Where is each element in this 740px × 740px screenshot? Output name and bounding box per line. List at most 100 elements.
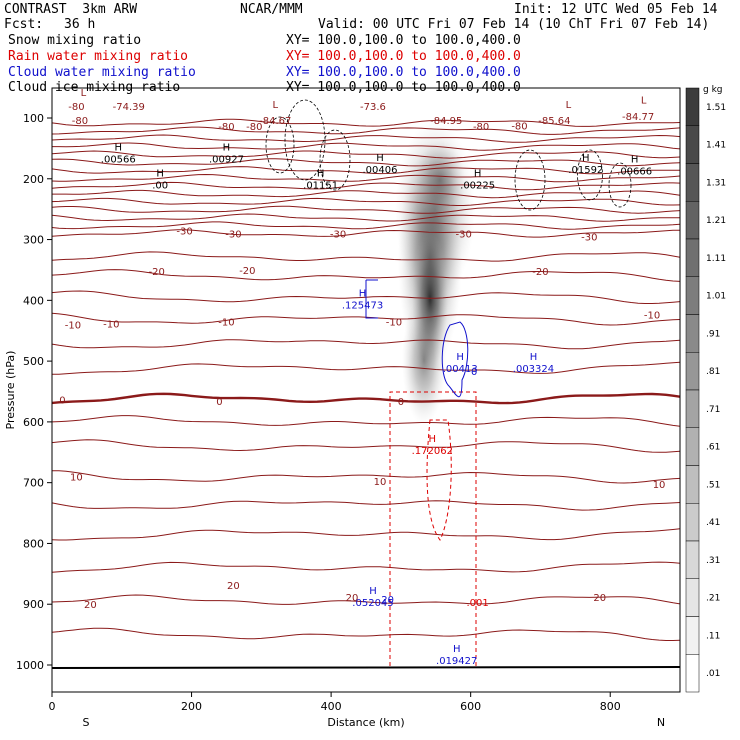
extremum-value: .01151: [303, 181, 338, 192]
x-axis-title: Distance (km): [327, 716, 404, 729]
colorbar-tick-label: .41: [706, 518, 720, 528]
colorbar-swatch: [685, 276, 700, 315]
legend-cloudwater: Cloud water mixing ratio: [8, 65, 196, 80]
colorbar-swatch: [685, 427, 700, 466]
temperature-label: -10: [644, 310, 660, 321]
colorbar-tick-label: 1.31: [706, 178, 726, 188]
extremum-mark: L: [566, 100, 572, 111]
extremum-value: .00666: [617, 167, 652, 178]
cloudice-contour: [284, 99, 326, 181]
temperature-contour-line: [52, 269, 680, 282]
colorbar-tick-label: 1.41: [706, 141, 726, 151]
x-tick-label: 400: [321, 700, 342, 713]
temperature-contour-line: [52, 197, 680, 206]
y-tick-label: 1000: [16, 659, 44, 672]
extremum-mark: H: [223, 142, 231, 153]
temperature-label: -10: [386, 318, 402, 329]
colorbar-swatch: [685, 578, 700, 617]
temperature-contour-line: [52, 142, 680, 151]
y-tick-label: 200: [23, 173, 44, 186]
colorbar-tick-label: .11: [706, 631, 720, 641]
extremum-mark: L: [272, 100, 278, 111]
temperature-label: -73.6: [360, 102, 386, 113]
colorbar-tick-label: 1.21: [706, 216, 726, 226]
y-tick-label: 100: [23, 112, 44, 125]
temperature-label: -30: [330, 229, 346, 240]
extremum-value: .00566: [101, 154, 136, 165]
extremum-mark: H: [453, 644, 461, 655]
extremum-mark: H: [631, 155, 639, 166]
temperature-contour-line: [52, 173, 680, 183]
extremum-value: .003324: [513, 364, 554, 375]
y-tick-label: 800: [23, 537, 44, 550]
cloudice-contour: [514, 149, 546, 211]
x-tick-label: 800: [600, 700, 621, 713]
extremum-mark: H: [456, 352, 464, 363]
legend-snow-xy: XY= 100.0,100.0 to 100.0,400.0: [286, 33, 521, 48]
axes: 0 200 400 600 800100200300400500600700800900…: [4, 112, 665, 729]
temperature-label: -85.64: [538, 116, 570, 127]
colorbar-tick-label: .31: [706, 556, 720, 566]
temperature-label: -20: [239, 266, 255, 277]
extremum-value: .019427: [436, 656, 477, 667]
x-end-label-right: N: [657, 716, 665, 729]
hydrometeor-contours: [265, 99, 632, 666]
colorbar-swatch: [685, 238, 700, 277]
extremum-value: .001: [467, 598, 489, 609]
temperature-label: -10: [65, 321, 81, 332]
extremum-mark: H: [530, 352, 538, 363]
extremum-mark: H: [359, 288, 367, 299]
temperature-contour-line: [52, 118, 680, 127]
rain-contour-inner: [426, 419, 452, 541]
colorbar-tick-label: .81: [706, 367, 720, 377]
temperature-contour-line: [52, 181, 680, 191]
colorbar-tick-label: .21: [706, 594, 720, 604]
colorbar-swatch: [685, 87, 700, 126]
legend-rain-xy: XY= 100.0,100.0 to 100.0,400.0: [286, 49, 521, 64]
temperature-contour-line: [52, 470, 680, 484]
y-tick-label: 700: [23, 477, 44, 490]
extremum-mark: L: [641, 96, 647, 107]
temperature-label: -80: [511, 121, 527, 132]
colorbar-tick-label: .51: [706, 480, 720, 490]
colorbar-swatch: [685, 465, 700, 504]
temperature-label: -80: [218, 122, 234, 133]
temperature-label: -80: [473, 122, 489, 133]
temperature-contour-line: [52, 213, 680, 222]
temperature-label: 20: [346, 593, 359, 604]
extremum-value: 0: [471, 367, 477, 378]
temperature-label: -80: [246, 122, 262, 133]
cloudice-contour: [319, 129, 351, 191]
colorbar-swatch: [685, 654, 700, 693]
extremum-mark: H: [429, 434, 437, 445]
fcst-value: 36 h: [64, 17, 96, 32]
colorbar-swatch: [685, 314, 700, 353]
extremum-value: 20: [381, 595, 394, 606]
temperature-label: -84.77: [622, 112, 654, 123]
legend-rain: Rain water mixing ratio: [8, 49, 189, 64]
temperature-contour-line: [52, 189, 680, 199]
y-tick-label: 600: [23, 416, 44, 429]
temperature-label: -30: [581, 233, 597, 244]
temperature-contour-line: [52, 500, 680, 511]
colorbar-tick-label: .61: [706, 443, 720, 453]
temperature-label: -80: [72, 116, 88, 127]
surface-line: [52, 666, 680, 669]
temperature-label: -80: [68, 102, 84, 113]
temperature-contour-line: [52, 439, 680, 453]
legend-snow: Snow mixing ratio: [8, 33, 142, 48]
colorbar-swatch: [685, 616, 700, 655]
temperature-contours: [52, 118, 680, 669]
temperature-label: -84.95: [430, 116, 462, 127]
extremum-value: .052045: [352, 598, 393, 609]
temperature-contour-line: [52, 627, 680, 641]
extremum-value: .01592: [568, 165, 603, 176]
temperature-contour-line: [52, 158, 680, 167]
colorbar-swatch: [685, 201, 700, 240]
temperature-label: -10: [103, 319, 119, 330]
temperature-label: -84.67: [259, 116, 291, 127]
temperature-label: 20: [593, 593, 606, 604]
y-axis-title: Pressure (hPa): [4, 351, 17, 430]
colorbar-swatch: [685, 503, 700, 542]
temperature-label: -74.39: [113, 102, 145, 113]
